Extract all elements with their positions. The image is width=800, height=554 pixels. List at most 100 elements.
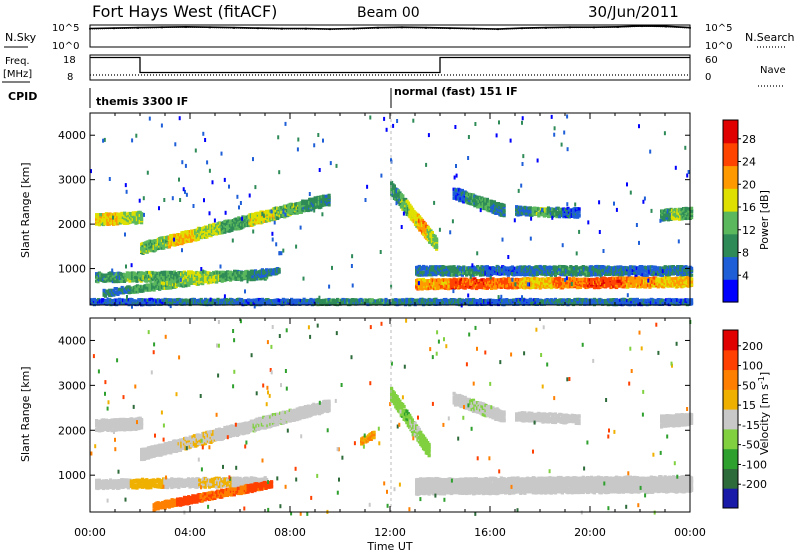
- data-cell: [433, 234, 437, 238]
- noise-point: [665, 25, 667, 28]
- data-cell: [587, 273, 591, 277]
- data-cell: [390, 180, 394, 185]
- noise-left-tick-bottom: 10^0: [52, 41, 79, 52]
- data-cell: [418, 215, 422, 219]
- data-cell: [690, 212, 694, 216]
- noise-panel: N.Sky 10^5 10^0 10^5 10^0 N.Search: [4, 23, 795, 52]
- data-cell: [277, 270, 281, 274]
- data-cell: [406, 201, 411, 205]
- data-cell: [690, 283, 694, 287]
- data-cell: [438, 265, 442, 269]
- data-cell: [152, 288, 156, 292]
- data-cell: [420, 218, 425, 222]
- noise-point: [305, 28, 307, 30]
- data-cell: [555, 215, 559, 219]
- data-cell: [398, 191, 402, 195]
- data-cell: [556, 269, 560, 273]
- data-cell: [577, 213, 581, 217]
- data-cell: [205, 235, 209, 239]
- noise-point: [401, 26, 403, 29]
- data-cell: [680, 265, 684, 269]
- noise-right-tick-top: 10^5: [705, 23, 732, 34]
- power-data: [90, 114, 694, 309]
- date-title: 30/Jun/2011: [588, 3, 679, 21]
- cpid-label: CPID: [8, 90, 37, 103]
- noise-point: [89, 28, 91, 30]
- data-cell: [452, 273, 456, 277]
- noise-left-label: N.Sky: [5, 31, 37, 44]
- data-cell: [103, 294, 108, 298]
- station-title: Fort Hays West (fitACF): [92, 2, 277, 21]
- data-cell: [460, 188, 464, 193]
- noise-point: [545, 27, 547, 29]
- data-cell: [690, 268, 694, 272]
- noise-point: [113, 27, 115, 30]
- data-cell: [690, 213, 694, 217]
- data-cell: [426, 225, 430, 229]
- data-cell: [573, 215, 577, 219]
- data-cell: [411, 207, 415, 211]
- nave-tick-bottom: 0: [705, 72, 711, 83]
- data-cell: [397, 189, 401, 193]
- noise-point: [689, 27, 691, 29]
- noise-point: [281, 28, 283, 30]
- data-cell: [140, 221, 144, 225]
- frequency-tick-bottom: 8: [67, 72, 73, 83]
- noise-point: [425, 27, 427, 29]
- data-cell: [502, 203, 506, 207]
- data-cell: [404, 197, 408, 202]
- data-cell: [576, 286, 580, 290]
- data-cell: [566, 206, 570, 210]
- data-cell: [299, 210, 303, 214]
- cpid-segment-0: themis 3300 IF: [96, 95, 188, 108]
- noise-point: [161, 26, 163, 29]
- frequency-tick-top: 18: [63, 55, 76, 66]
- noise-point: [449, 27, 451, 30]
- data-cell: [435, 244, 439, 248]
- data-cell: [187, 283, 191, 287]
- frequency-panel: Freq. [MHz] 18 8 60 0 Nave: [2, 54, 786, 87]
- frequency-unit: [MHz]: [3, 69, 32, 80]
- nave-label: Nave: [760, 65, 786, 76]
- noise-frame: [89, 24, 691, 48]
- data-cell: [416, 213, 420, 217]
- data-cell: [556, 206, 560, 210]
- data-cell: [581, 265, 585, 269]
- data-cell: [162, 246, 166, 250]
- data-cell: [484, 267, 488, 271]
- data-cell: [435, 247, 439, 251]
- data-cell: [537, 214, 541, 218]
- data-cell: [284, 207, 288, 211]
- data-cell: [306, 208, 310, 213]
- data-cell: [140, 215, 144, 219]
- data-cell: [327, 200, 331, 204]
- data-cell: [234, 275, 238, 279]
- data-cell: [516, 213, 520, 217]
- data-cell: [184, 284, 188, 288]
- data-cell: [149, 297, 153, 301]
- data-cell: [430, 231, 434, 235]
- data-cell: [542, 271, 546, 275]
- data-cell: [452, 265, 456, 269]
- data-cell: [160, 270, 164, 274]
- data-cell: [558, 215, 562, 219]
- data-cell: [319, 205, 323, 209]
- data-cell: [553, 273, 558, 277]
- data-cell: [115, 290, 119, 295]
- data-cell: [112, 288, 116, 293]
- data-cell: [401, 194, 405, 198]
- data-cell: [117, 279, 121, 284]
- data-cell: [327, 203, 331, 207]
- data-cell: [187, 270, 191, 274]
- data-cell: [190, 239, 194, 243]
- data-cell: [423, 222, 427, 226]
- data-cell: [327, 196, 331, 200]
- nave-tick-top: 60: [705, 55, 718, 66]
- data-cell: [690, 273, 694, 277]
- data-cell: [196, 237, 201, 241]
- data-cell: [485, 273, 489, 277]
- data-cell: [435, 237, 439, 241]
- data-cell: [690, 277, 694, 281]
